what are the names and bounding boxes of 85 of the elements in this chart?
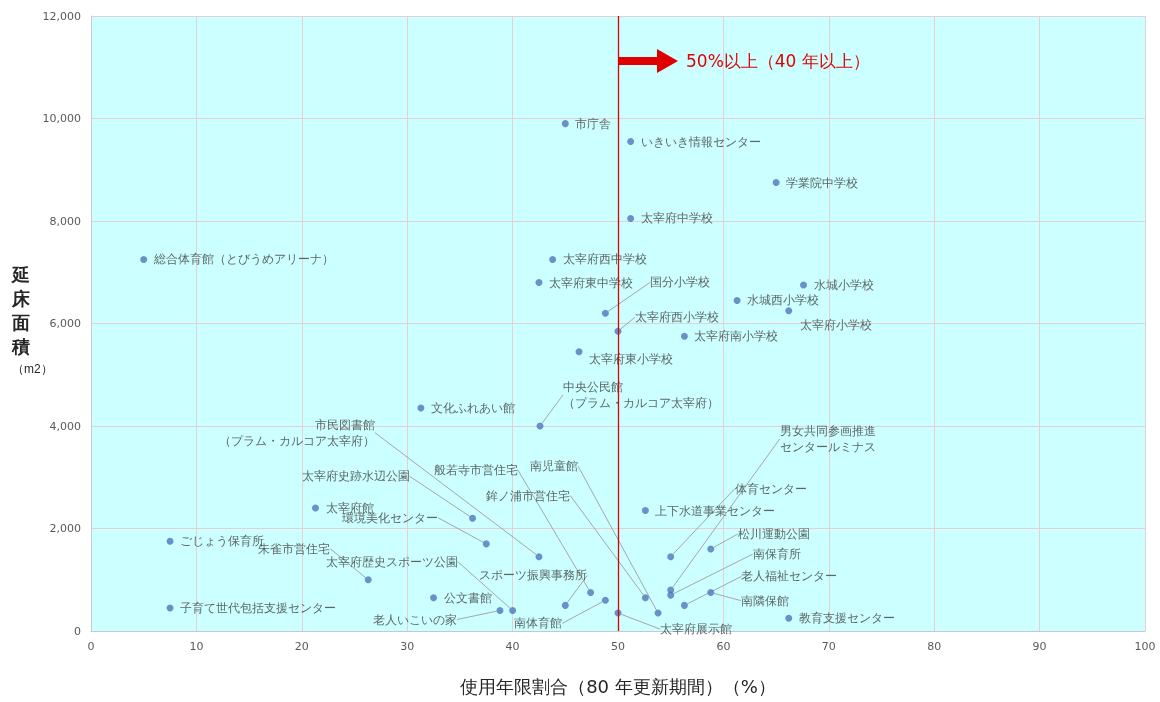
annotation: 松川運動公園 <box>737 527 810 541</box>
x-tick-label: 70 <box>821 640 836 653</box>
annotation: 老人いこいの家 <box>372 612 457 627</box>
point <box>561 601 569 609</box>
annotation: 国分小学校 <box>650 275 711 290</box>
annotation: 老人福祉センター <box>741 569 838 584</box>
annotation: 市民図書館（プラム・カルコア太宰府） <box>218 417 375 448</box>
point <box>667 553 675 561</box>
point <box>601 596 609 604</box>
y-tick-label: 10,000 <box>42 112 81 125</box>
point <box>641 507 649 515</box>
y-tick-label: 0 <box>74 624 81 638</box>
x-tick-label: 20 <box>294 640 309 653</box>
annotation: スポーツ振興事務所 <box>479 568 588 583</box>
annotation: 男女共同参画推進センタールミナス <box>779 424 876 454</box>
x-tick-label: 60 <box>716 640 731 653</box>
x-tick-label: 90 <box>1032 640 1047 653</box>
point <box>680 601 688 609</box>
point <box>641 594 649 602</box>
annotation: 太宰府西小学校 <box>635 310 719 325</box>
point <box>680 332 688 340</box>
point <box>800 281 807 289</box>
point <box>627 138 635 146</box>
point <box>469 514 477 522</box>
point <box>785 307 793 315</box>
point <box>312 504 319 512</box>
point <box>707 589 715 597</box>
annotation: 太宰府歴史スポーツ公園 <box>325 554 458 569</box>
annotation: 南体育館 <box>514 616 563 631</box>
x-tick-label: 30 <box>400 640 415 653</box>
x-tick-label: 50 <box>611 640 625 653</box>
x-tick-label: 40 <box>505 640 520 653</box>
annotation: 太宰府中学校 <box>640 211 713 226</box>
point <box>535 553 543 561</box>
point <box>364 576 372 584</box>
annotation: 鉾ノ浦市営住宅 <box>486 488 571 503</box>
point <box>430 594 438 602</box>
point <box>707 545 715 553</box>
point <box>772 179 780 187</box>
point <box>482 540 490 548</box>
annotation: 太宰府南小学校 <box>694 329 779 344</box>
x-axis-title: 使用年限割合（80 年更新期間）（%） <box>460 675 776 697</box>
point <box>601 309 609 317</box>
annotation: 般若寺市営住宅 <box>433 462 518 477</box>
point <box>667 591 675 599</box>
point <box>509 607 517 614</box>
point <box>587 589 595 597</box>
annotation: 市庁舎 <box>575 116 612 131</box>
annotation: 教育支援センター <box>798 611 895 626</box>
annotation: いきいき情報センター <box>640 134 761 149</box>
annotation: 太宰府館 <box>325 501 374 515</box>
x-tick-label: 100 <box>1134 640 1156 653</box>
point <box>535 279 543 286</box>
y-tick-label: 12,000 <box>42 9 81 23</box>
x-tick-label: 10 <box>189 640 204 653</box>
annotation: 水城小学校 <box>813 278 874 293</box>
annotation: 太宰府展示館 <box>660 622 732 637</box>
annotation: 体育センター <box>734 481 807 496</box>
annotation: 学業院中学校 <box>786 175 859 190</box>
annotation: 太宰府史跡水辺公園 <box>301 469 410 484</box>
annotation: 総合体育館（とびうめアリーナ） <box>152 252 334 267</box>
ref-line-label: 50%以上（40 年以上） <box>686 50 870 72</box>
point <box>561 120 569 128</box>
annotation: 文化ふれあい館 <box>430 401 515 416</box>
annotation: 南隣保館 <box>740 593 789 608</box>
annotation: 南保育所 <box>752 547 801 562</box>
point <box>166 537 174 545</box>
point <box>140 255 148 263</box>
y-tick-label: 4,000 <box>49 419 81 433</box>
x-tick-label: 0 <box>87 640 95 653</box>
annotation: 子育て世代包括支援センター <box>180 600 337 615</box>
point <box>496 607 504 614</box>
annotation: 南児童館 <box>530 459 579 474</box>
point <box>785 614 793 622</box>
annotation: 公文書館 <box>443 590 492 605</box>
x-tick-label: 80 <box>927 640 942 653</box>
point <box>575 348 583 356</box>
point <box>549 255 557 263</box>
annotation: 水城西小学校 <box>747 293 820 308</box>
y-tick-label: 8,000 <box>49 214 81 228</box>
y-tick-label: 2,000 <box>49 522 81 535</box>
point <box>627 214 635 222</box>
annotation: 太宰府小学校 <box>799 317 872 332</box>
annotation: 上下水道事業センター <box>655 503 776 518</box>
point <box>733 296 741 304</box>
